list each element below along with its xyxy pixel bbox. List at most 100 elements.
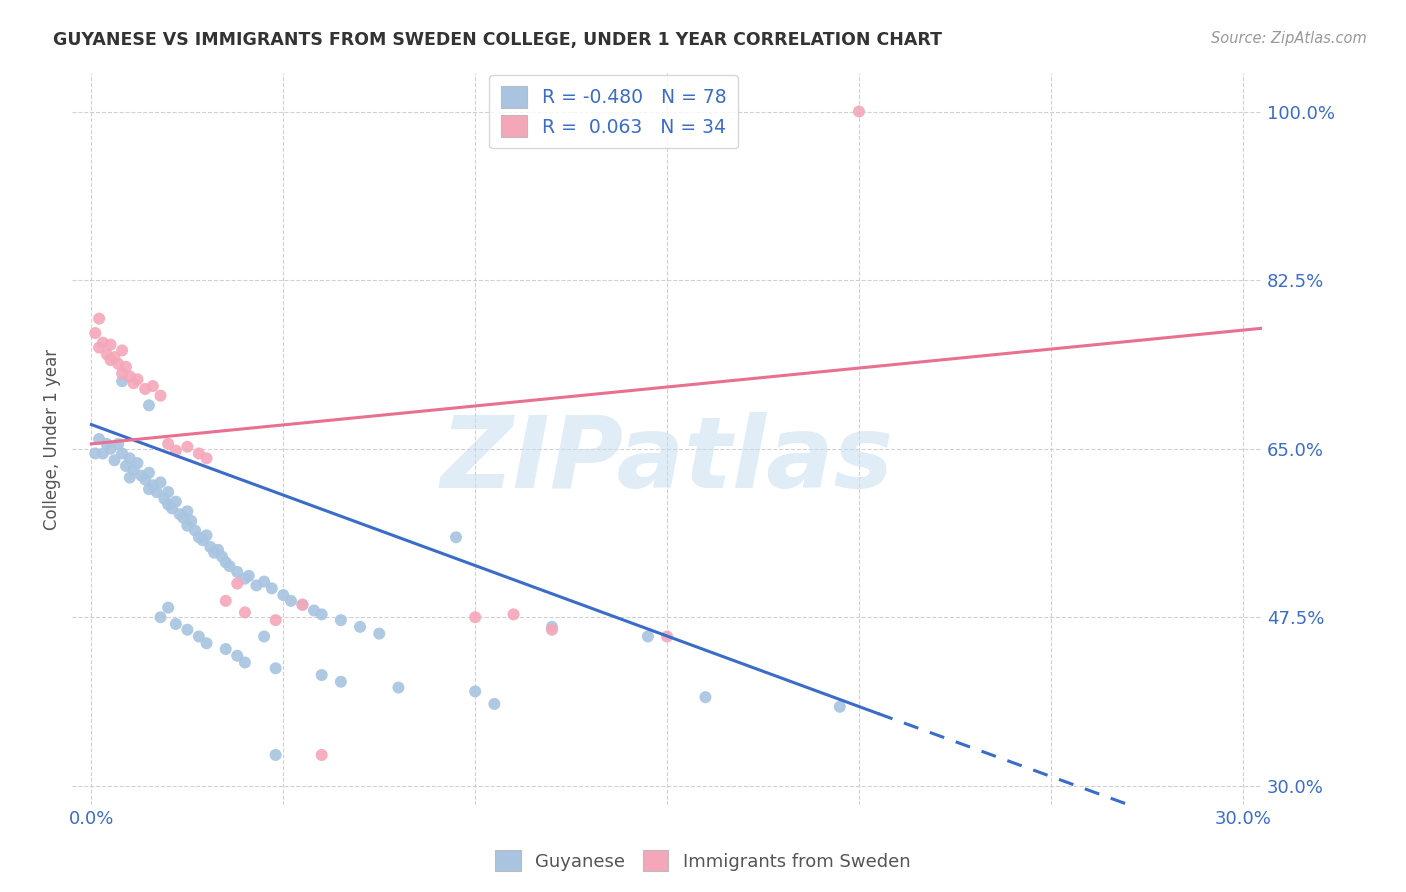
Point [96, 437, 118, 451]
Point [84, 446, 107, 460]
Point [134, 382, 156, 396]
Point [138, 398, 160, 412]
Point [202, 546, 225, 560]
Point [118, 470, 141, 484]
Point [311, 747, 333, 762]
Point [200, 540, 222, 554]
Point [195, 528, 218, 542]
Point [253, 574, 276, 589]
Point [484, 697, 506, 711]
Point [115, 458, 138, 473]
Point [195, 451, 218, 466]
Point [176, 504, 198, 518]
Point [215, 555, 238, 569]
Point [173, 511, 195, 525]
Point [107, 357, 129, 371]
Point [180, 514, 202, 528]
Point [207, 542, 229, 557]
Point [149, 475, 172, 490]
Point [122, 463, 145, 477]
Point [157, 485, 180, 500]
Point [191, 533, 214, 548]
Point [184, 524, 207, 538]
Point [311, 668, 333, 682]
Point [637, 630, 659, 644]
Point [91, 335, 114, 350]
Point [233, 606, 256, 620]
Point [226, 565, 249, 579]
Point [271, 588, 294, 602]
Point [87, 311, 110, 326]
Point [118, 451, 141, 466]
Point [238, 569, 260, 583]
Point [157, 437, 180, 451]
Point [264, 613, 287, 627]
Point [195, 636, 218, 650]
Point [138, 466, 160, 480]
Point [848, 104, 870, 119]
Point [100, 353, 122, 368]
Point [464, 684, 486, 698]
Point [134, 473, 156, 487]
Point [828, 699, 851, 714]
Point [368, 626, 391, 640]
Point [226, 576, 249, 591]
Point [541, 623, 564, 637]
Point [169, 507, 191, 521]
Point [233, 656, 256, 670]
Text: ZIPatlas: ZIPatlas [440, 412, 894, 509]
Point [187, 630, 209, 644]
Point [145, 485, 167, 500]
Point [165, 443, 187, 458]
Point [122, 376, 145, 391]
Point [165, 494, 187, 508]
Point [131, 468, 153, 483]
Point [215, 642, 238, 657]
Point [138, 482, 160, 496]
Point [91, 446, 114, 460]
Point [176, 623, 198, 637]
Point [311, 607, 333, 622]
Point [502, 607, 524, 622]
Point [387, 681, 409, 695]
Point [142, 478, 165, 492]
Point [260, 582, 283, 596]
Point [280, 594, 302, 608]
Point [541, 620, 564, 634]
Point [253, 630, 276, 644]
Point [153, 491, 176, 506]
Point [218, 559, 240, 574]
Point [149, 610, 172, 624]
Point [157, 600, 180, 615]
Point [165, 617, 187, 632]
Y-axis label: College, Under 1 year: College, Under 1 year [44, 349, 60, 530]
Point [160, 501, 183, 516]
Point [127, 372, 149, 386]
Point [84, 326, 107, 340]
Point [118, 369, 141, 384]
Point [149, 389, 172, 403]
Point [87, 432, 110, 446]
Point [695, 690, 717, 705]
Point [464, 610, 486, 624]
Text: Source: ZipAtlas.com: Source: ZipAtlas.com [1211, 31, 1367, 46]
Legend: R = -0.480   N = 78, R =  0.063   N = 34: R = -0.480 N = 78, R = 0.063 N = 34 [489, 75, 738, 148]
Point [187, 446, 209, 460]
Point [103, 350, 125, 364]
Point [176, 518, 198, 533]
Point [349, 620, 371, 634]
Point [444, 530, 467, 544]
Point [96, 347, 118, 361]
Point [291, 598, 314, 612]
Point [115, 359, 138, 374]
Point [157, 498, 180, 512]
Point [245, 578, 267, 592]
Point [111, 446, 134, 460]
Point [176, 440, 198, 454]
Point [233, 572, 256, 586]
Point [111, 374, 134, 388]
Point [100, 442, 122, 456]
Point [264, 661, 287, 675]
Point [211, 549, 233, 564]
Point [127, 456, 149, 470]
